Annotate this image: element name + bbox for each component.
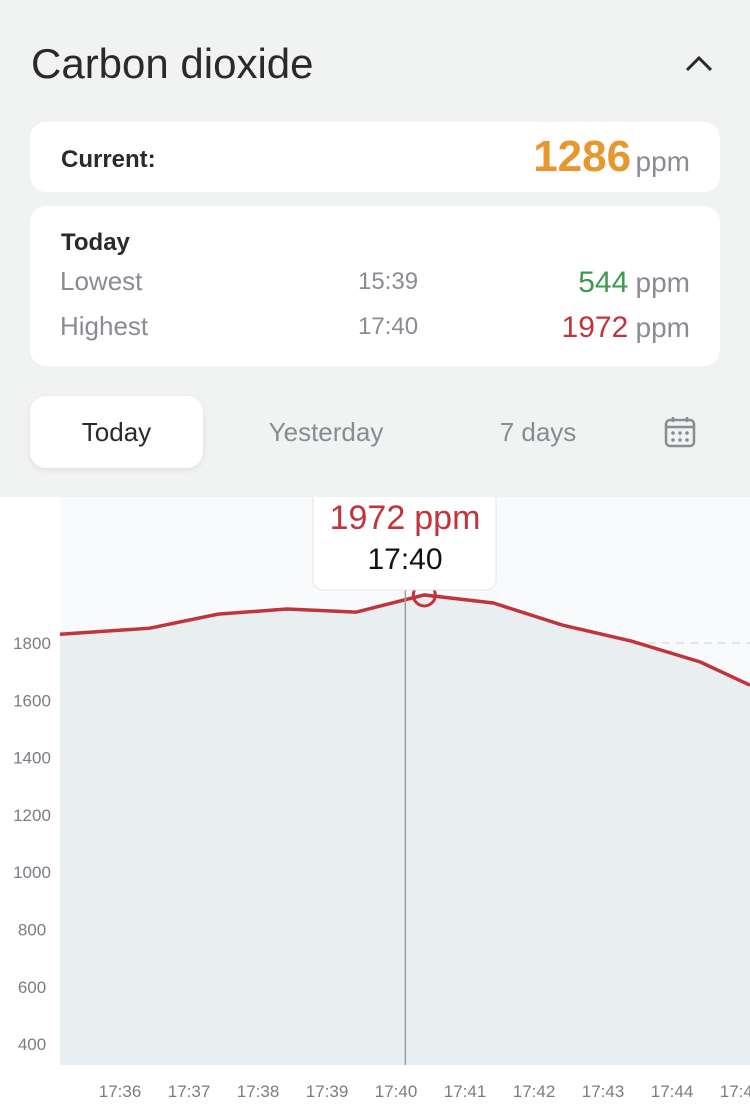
chart: 400 600 800 1000 1200 1400 1600 1800 17:36 17:37 1… — [0, 497, 750, 1119]
tab[interactable]: Today — [30, 396, 203, 468]
stat-label: Highest — [60, 311, 149, 341]
tooltip-reading: 1972 ppm — [330, 499, 481, 537]
y-tick-label: 1000 — [13, 863, 51, 882]
stat-time: 15:39 — [358, 268, 419, 295]
x-tick-label: 17:44 — [651, 1082, 694, 1101]
collapse-button[interactable] — [684, 54, 714, 74]
x-tick-label: 17:45 — [720, 1082, 750, 1101]
tooltip — [312, 497, 497, 591]
calendar-button[interactable] — [664, 416, 696, 448]
y-tick-label: 1600 — [13, 691, 51, 710]
y-tick-label: 1200 — [13, 806, 51, 825]
title: Carbon dioxide — [31, 40, 314, 87]
current-reading: 1286 ppm — [533, 132, 690, 182]
unit: ppm — [635, 146, 690, 177]
y-tick-label: 1800 — [13, 634, 51, 653]
y-tick-label: 600 — [18, 978, 46, 997]
y-tick-label: 800 — [18, 921, 46, 940]
line — [60, 593, 750, 687]
x-tick-label: 17:39 — [306, 1082, 349, 1101]
stat-time: 17:40 — [358, 313, 419, 340]
current-label: Current: — [61, 146, 156, 173]
stat-value: 1972 — [561, 311, 629, 344]
y-tick-label: 400 — [18, 1035, 46, 1054]
x-tick-label: 17:36 — [99, 1082, 142, 1101]
tab[interactable]: 7 days — [499, 417, 577, 447]
x-tick-label: 17:41 — [444, 1082, 487, 1101]
y-tick-label: 1400 — [13, 749, 51, 768]
tooltip-time: 17:40 — [367, 543, 442, 576]
tooltip-value: 1972 — [330, 499, 406, 537]
unit: ppm — [635, 312, 690, 343]
x-tick-label: 17:40 — [375, 1082, 418, 1101]
today-title: Today — [61, 229, 130, 256]
x-tick-label: 17:37 — [168, 1082, 211, 1101]
today-card: Today Lowest 15:39 544 ppm Highest 17:40… — [30, 206, 720, 366]
tab[interactable]: Yesterday — [268, 417, 384, 447]
unit: ppm — [635, 267, 690, 298]
current-card: Current: 1286 ppm — [30, 122, 720, 192]
tooltip-unit: ppm — [414, 499, 480, 537]
stat-label: Lowest — [60, 266, 143, 296]
x-tick-label: 17:43 — [582, 1082, 625, 1101]
current-value: 1286 — [533, 132, 632, 181]
x-tick-label: 17:38 — [237, 1082, 280, 1101]
stat-row: Highest 17:40 1972 ppm — [60, 311, 690, 351]
stat-value: 544 — [578, 266, 629, 299]
stat-row: Lowest 15:39 544 ppm — [60, 266, 690, 306]
x-tick-label: 17:42 — [513, 1082, 556, 1101]
